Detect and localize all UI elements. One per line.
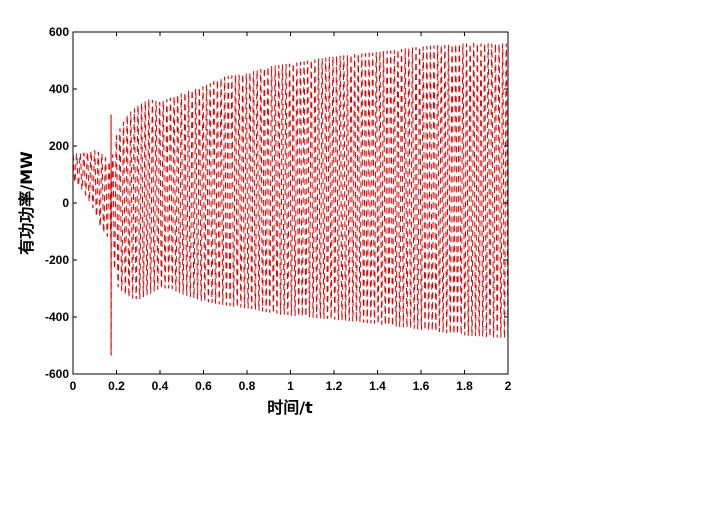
x-tick-label: 0.8 [239,379,256,393]
y-tick-label: 200 [49,139,69,153]
y-tick-label: 600 [49,25,69,39]
y-tick-label: -400 [45,310,69,324]
x-tick-label: 1.6 [413,379,430,393]
plot-frame [72,31,509,375]
x-axis-title: 时间/t [267,398,313,417]
x-tick-label: 0.2 [108,379,125,393]
x-tick-label: 1.8 [456,379,473,393]
x-tick-label: 1.4 [369,379,386,393]
y-tick-label: 400 [49,82,69,96]
x-tick-label: 1.2 [326,379,343,393]
x-tick-label: 1 [287,379,294,393]
y-axis-title: 有功功率/MW [17,151,36,255]
x-tick-label: 0.6 [195,379,212,393]
series-layer [72,41,509,356]
y-tick-labels: -600 -400 -200 0 200 400 600 [45,25,69,381]
y-tick-label: -600 [45,367,69,381]
x-tick-label: 0 [70,379,77,393]
series-line-0 [72,41,509,356]
y-tick-label: 0 [62,196,69,210]
y-tick-label: -200 [45,253,69,267]
x-tick-labels: 0 0.2 0.4 0.6 0.8 1 1.2 1.4 1.6 1.8 2 [70,379,512,393]
x-tick-label: 0.4 [152,379,169,393]
x-tick-label: 2 [505,379,512,393]
